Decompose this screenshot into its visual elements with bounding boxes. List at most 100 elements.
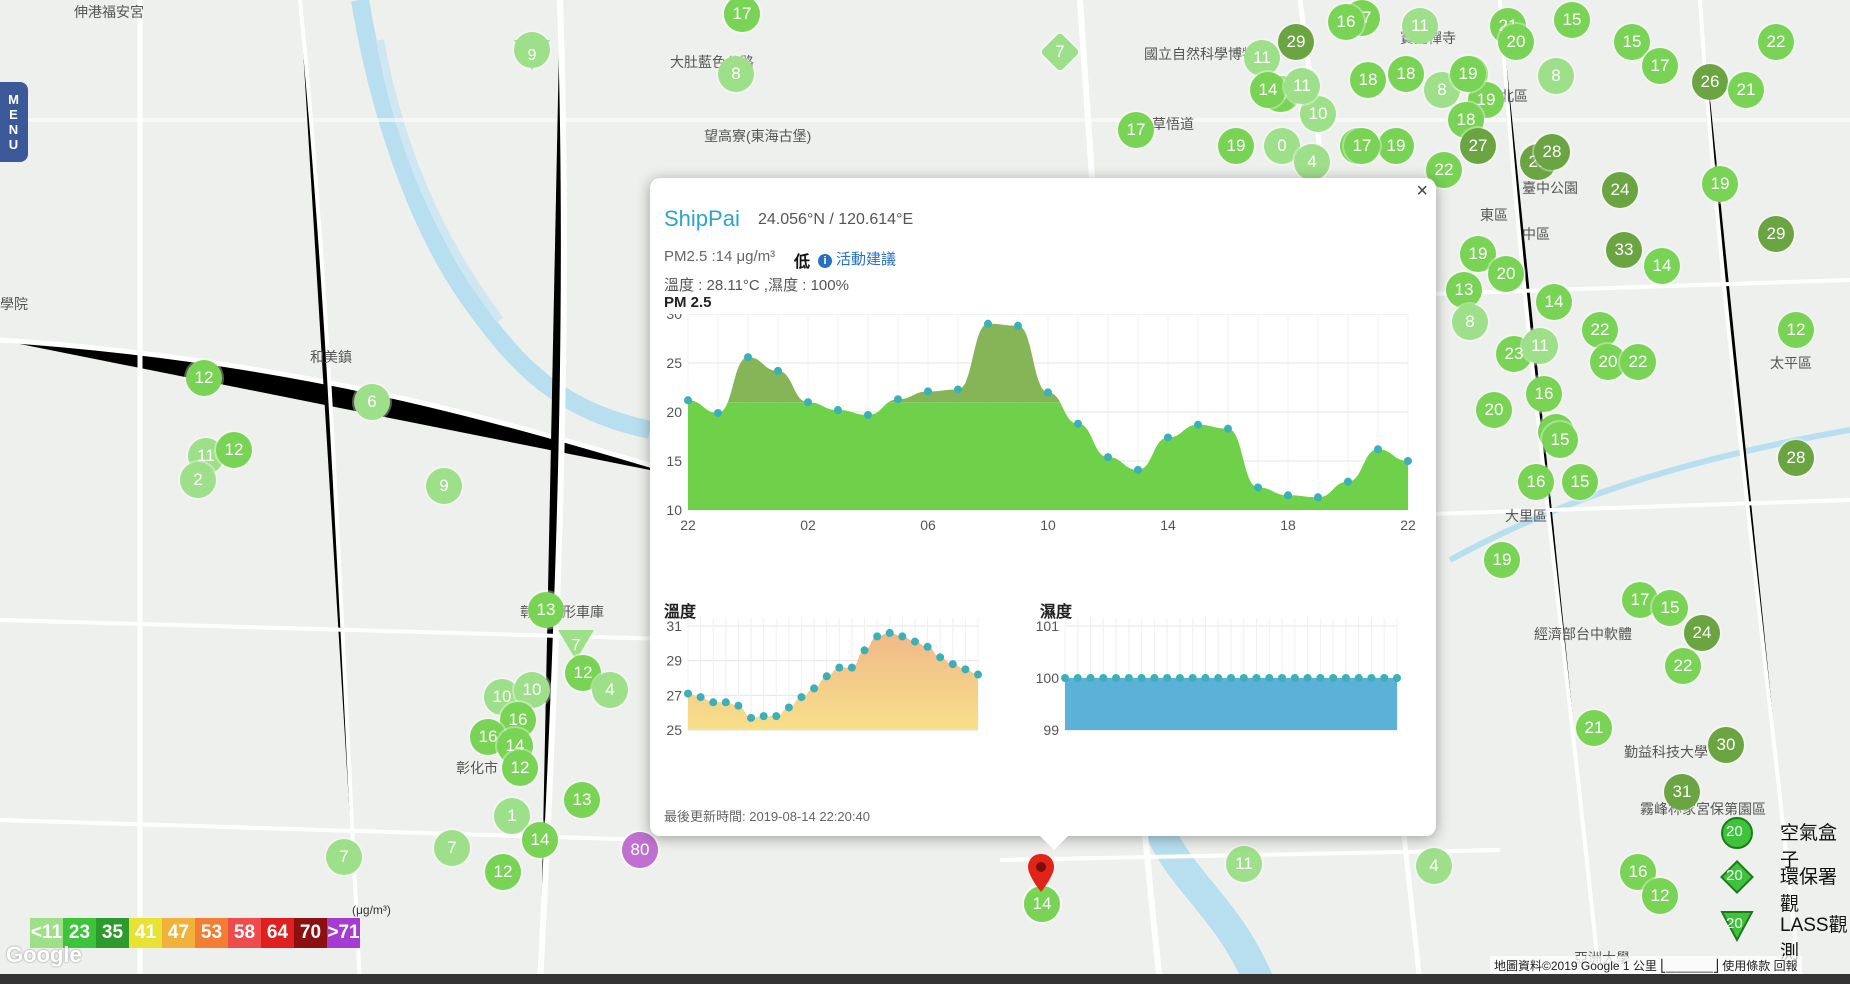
pm25-point[interactable] [1344,477,1352,486]
air-quality-marker[interactable]: 8 [1538,58,1574,94]
air-quality-marker[interactable]: 16 [1620,854,1656,890]
air-quality-marker[interactable]: 19 [1702,166,1738,202]
pm25-point[interactable] [1074,419,1082,428]
air-quality-marker[interactable]: 80 [622,832,658,868]
air-quality-marker[interactable]: 17 [1118,112,1154,148]
air-quality-marker[interactable]: 7 [434,830,470,866]
air-quality-marker[interactable]: 29 [1278,24,1314,60]
humidity-point[interactable] [1124,674,1133,682]
close-button[interactable]: × [1416,180,1428,202]
air-quality-marker[interactable]: 14 [1250,72,1286,108]
temperature-point[interactable] [721,698,730,707]
air-quality-marker[interactable]: 22 [1665,648,1701,684]
humidity-point[interactable] [1112,674,1121,682]
pm25-point[interactable] [1284,491,1292,500]
air-quality-marker[interactable]: 12 [502,750,538,786]
temperature-point[interactable] [709,698,718,707]
pm25-point[interactable] [1374,445,1382,454]
humidity-point[interactable] [1239,674,1248,682]
humidity-point[interactable] [1227,674,1235,682]
humidity-point[interactable] [1341,674,1350,682]
temperature-point[interactable] [961,665,970,674]
humidity-point[interactable] [1175,674,1184,682]
temperature-point[interactable] [784,703,793,712]
air-quality-marker[interactable]: 12 [485,854,521,890]
air-quality-marker[interactable]: 11 [1226,846,1262,882]
pm25-point[interactable] [1224,424,1232,433]
temperature-point[interactable] [810,684,819,693]
pm25-point[interactable] [744,353,752,362]
air-quality-marker[interactable]: 28 [1534,134,1570,170]
map-attribution[interactable]: 地圖資料©2019 Google 1 公里 ⎣_______⎦ 使用條款 回報 [1490,956,1802,975]
temperature-point[interactable] [898,632,907,641]
air-quality-marker[interactable]: 18 [1388,56,1424,92]
pm25-point[interactable] [1164,433,1172,442]
air-quality-marker[interactable]: 8 [718,56,754,92]
humidity-point[interactable] [1061,674,1069,682]
temperature-point[interactable] [797,693,806,702]
pm25-point[interactable] [684,396,692,405]
humidity-point[interactable] [1316,674,1325,682]
air-quality-marker[interactable]: 33 [1606,232,1642,268]
temperature-point[interactable] [772,712,781,721]
humidity-point[interactable] [1201,674,1210,682]
air-quality-marker[interactable]: 28 [1778,440,1814,476]
air-quality-marker[interactable]: 14 [1644,248,1680,284]
air-quality-marker[interactable]: 20 [1498,24,1534,60]
temperature-point[interactable] [734,701,743,710]
temperature-point[interactable] [948,660,957,669]
humidity-point[interactable] [1354,674,1363,682]
air-quality-marker[interactable]: 22 [1758,24,1794,60]
air-quality-marker[interactable]: 22 [1582,312,1618,348]
pm25-point[interactable] [1104,453,1112,462]
humidity-point[interactable] [1290,674,1299,682]
air-quality-marker[interactable]: 12 [216,432,252,468]
air-quality-marker[interactable]: 4 [592,672,628,708]
temperature-point[interactable] [923,642,932,651]
selected-location-pin-icon[interactable] [1026,852,1056,896]
air-quality-marker[interactable]: 27 [1460,128,1496,164]
air-quality-marker[interactable]: 12 [186,360,222,396]
air-quality-marker[interactable]: 4 [1416,848,1452,884]
air-quality-marker[interactable]: 29 [1758,216,1794,252]
humidity-point[interactable] [1137,674,1146,682]
temperature-point[interactable] [747,713,756,722]
air-quality-marker[interactable]: 4 [1294,144,1330,180]
air-quality-marker[interactable]: 11 [1244,40,1280,76]
air-quality-marker[interactable]: 15 [1562,464,1598,500]
air-quality-marker[interactable]: 21 [1728,72,1764,108]
temperature-point[interactable] [684,689,692,698]
pm25-point[interactable] [804,398,812,407]
selected-station-marker[interactable]: 14 [1024,886,1060,922]
temperature-point[interactable] [759,712,768,721]
air-quality-marker[interactable]: 19 [1218,128,1254,164]
air-quality-marker[interactable]: 15 [1652,590,1688,626]
air-quality-marker[interactable]: 20 [1476,392,1512,428]
pm25-point[interactable] [1134,465,1142,474]
air-quality-marker[interactable]: 11 [1402,8,1438,44]
air-quality-marker[interactable]: 24 [1684,615,1720,651]
air-quality-marker[interactable]: 9 [514,40,550,70]
temperature-point[interactable] [873,632,882,641]
temperature-point[interactable] [822,672,831,681]
air-quality-marker[interactable]: 16 [1526,376,1562,412]
temperature-point[interactable] [847,663,856,672]
menu-button[interactable]: M E N U [0,82,28,162]
humidity-point[interactable] [1252,674,1261,682]
pm25-point[interactable] [1014,321,1022,330]
air-quality-marker[interactable]: 12 [1778,312,1814,348]
humidity-point[interactable] [1188,674,1197,682]
air-quality-marker[interactable]: 13 [1446,272,1482,308]
pm25-point[interactable] [1044,388,1052,397]
air-quality-marker[interactable]: 20 [1488,256,1524,292]
air-quality-marker[interactable]: 19 [1484,542,1520,578]
humidity-point[interactable] [1265,674,1274,682]
pm25-point[interactable] [714,408,722,417]
air-quality-marker[interactable]: 12 [1642,878,1678,914]
air-quality-marker[interactable]: 1 [494,798,530,834]
pm25-point[interactable] [954,385,962,394]
pm25-point[interactable] [1254,483,1262,492]
air-quality-marker[interactable]: 9 [426,468,462,504]
air-quality-marker[interactable]: 14 [1536,284,1572,320]
humidity-point[interactable] [1393,674,1401,682]
